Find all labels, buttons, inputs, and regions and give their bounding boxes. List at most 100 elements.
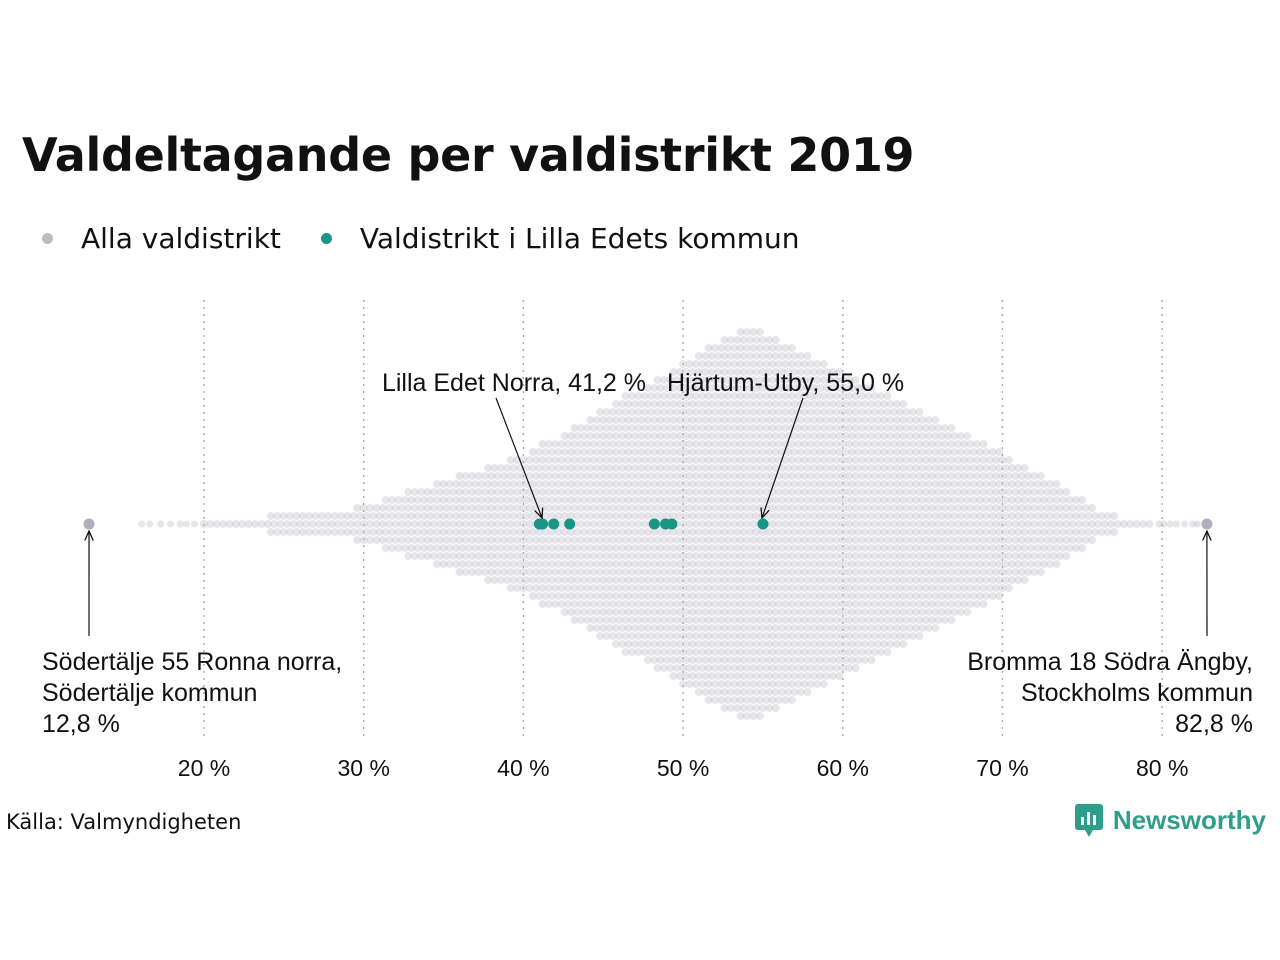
swarm-dot — [924, 448, 933, 456]
swarm-dot — [707, 688, 716, 696]
swarm-dot — [570, 456, 579, 464]
swarm-dot — [924, 560, 933, 568]
swarm-dot — [794, 680, 803, 688]
swarm-dot — [407, 544, 416, 552]
swarm-dot — [909, 584, 918, 592]
swarm-dot — [513, 472, 522, 480]
swarm-dot — [758, 496, 767, 504]
swarm-dot — [496, 464, 505, 472]
swarm-dot — [723, 584, 732, 592]
swarm-dot — [372, 520, 381, 528]
swarm-dot — [442, 488, 451, 496]
swarm-dot — [688, 560, 697, 568]
swarm-dot — [771, 496, 780, 504]
swarm-dot — [589, 552, 598, 560]
swarm-dot — [535, 480, 544, 488]
swarm-dot — [755, 344, 764, 352]
swarm-dot — [624, 448, 633, 456]
swarm-dot — [941, 472, 950, 480]
swarm-dot — [848, 496, 857, 504]
swarm-dot — [468, 488, 477, 496]
swarm-dot — [564, 456, 573, 464]
swarm-dot — [608, 472, 617, 480]
swarm-dot — [826, 408, 835, 416]
swarm-dot — [643, 608, 652, 616]
swarm-dot — [618, 464, 627, 472]
swarm-dot — [745, 592, 754, 600]
swarm-dot — [669, 400, 678, 408]
swarm-dot — [618, 528, 627, 536]
swarm-dot — [586, 592, 595, 600]
swarm-dot — [889, 520, 898, 528]
swarm-dot — [809, 576, 818, 584]
swarm-dot — [752, 624, 761, 632]
swarm-dot — [1007, 576, 1016, 584]
annotation-bromma: Bromma 18 Södra Ängby, Stockholms kommun 8… — [967, 648, 1253, 738]
swarm-dot — [784, 496, 793, 504]
swarm-dot — [672, 616, 681, 624]
swarm-dot — [503, 496, 512, 504]
swarm-dot — [915, 568, 924, 576]
swarm-dot — [768, 680, 777, 688]
swarm-dot — [822, 656, 831, 664]
swarm-dot — [819, 360, 828, 368]
swarm-dot — [528, 576, 537, 584]
swarm-dot — [704, 344, 713, 352]
x-tick-label: 30 % — [337, 755, 389, 781]
swarm-dot — [682, 672, 691, 680]
swarm-dot — [560, 464, 569, 472]
swarm-dot — [573, 480, 582, 488]
swarm-dot — [688, 448, 697, 456]
swarm-dot — [717, 344, 726, 352]
swarm-dot — [838, 552, 847, 560]
swarm-dot — [730, 456, 739, 464]
swarm-dot — [305, 528, 314, 536]
swarm-dot — [650, 608, 659, 616]
swarm-dot — [477, 496, 486, 504]
swarm-dot — [816, 400, 825, 408]
swarm-dot — [819, 392, 828, 400]
swarm-dot — [487, 504, 496, 512]
swarm-dot — [752, 464, 761, 472]
swarm-dot — [771, 560, 780, 568]
swarm-dot — [586, 448, 595, 456]
swarm-dot — [522, 512, 531, 520]
swarm-dot — [730, 392, 739, 400]
swarm-dot — [924, 480, 933, 488]
swarm-dot — [589, 456, 598, 464]
swarm-dot — [698, 616, 707, 624]
swarm-dot — [698, 424, 707, 432]
swarm-dot — [666, 488, 675, 496]
swarm-dot — [666, 568, 675, 576]
newsworthy-brand[interactable]: Newsworthy — [1074, 802, 1266, 838]
swarm-dot — [682, 480, 691, 488]
swarm-dot — [436, 504, 445, 512]
swarm-dot — [880, 576, 889, 584]
swarm-dot — [736, 360, 745, 368]
swarm-dot — [1007, 544, 1016, 552]
swarm-dot — [490, 480, 499, 488]
swarm-dot — [1046, 512, 1055, 520]
swarm-dot — [627, 424, 636, 432]
newsworthy-logo-icon — [1074, 804, 1103, 837]
swarm-dot — [733, 544, 742, 552]
swarm-dot — [334, 520, 343, 528]
swarm-dot — [758, 608, 767, 616]
swarm-dot — [765, 672, 774, 680]
swarm-dot — [969, 544, 978, 552]
swarm-dot — [880, 528, 889, 536]
swarm-dot — [953, 536, 962, 544]
swarm-dot — [851, 440, 860, 448]
swarm-dot — [656, 544, 665, 552]
swarm-dot — [752, 432, 761, 440]
swarm-dot — [1020, 464, 1029, 472]
swarm-dot — [803, 688, 812, 696]
swarm-dot — [423, 552, 432, 560]
swarm-dot — [1030, 552, 1039, 560]
swarm-dot — [765, 480, 774, 488]
swarm-dot — [538, 536, 547, 544]
swarm-dot — [445, 544, 454, 552]
swarm-dot — [860, 608, 869, 616]
swarm-dot — [720, 688, 729, 696]
swarm-dot — [1007, 496, 1016, 504]
